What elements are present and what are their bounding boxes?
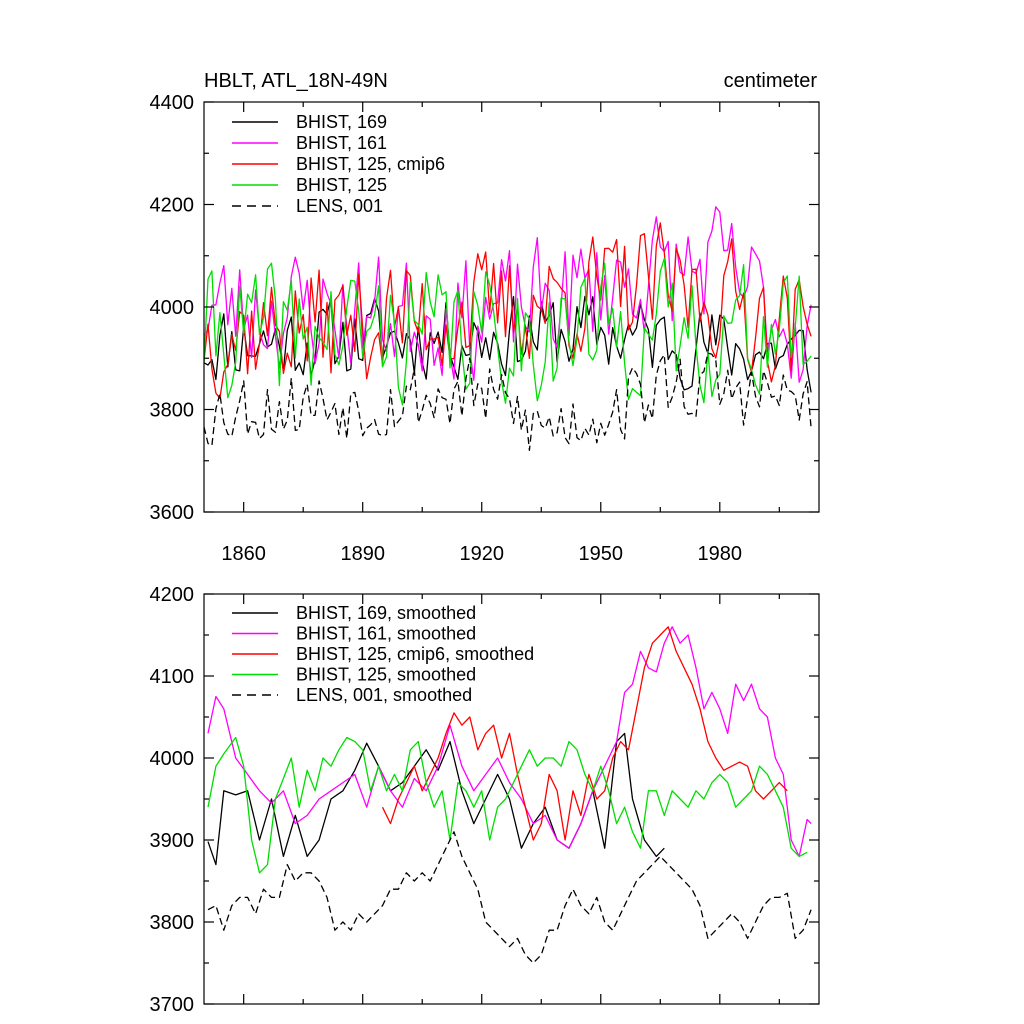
legend-label: LENS, 001 bbox=[296, 196, 383, 216]
legend-label: BHIST, 125, smoothed bbox=[296, 665, 476, 685]
legend-label: BHIST, 125, cmip6 bbox=[296, 154, 445, 174]
bottom-panel: 3700 3800 3900 4000 4100 4200 BHIST, 169, smoo… bbox=[150, 584, 820, 1016]
legend-label: BHIST, 125 bbox=[296, 175, 387, 195]
y-tick-label: 4000 bbox=[150, 748, 195, 770]
x-tick-label: 1980 bbox=[698, 543, 743, 565]
series-line-4 bbox=[204, 257, 812, 406]
series-line-1 bbox=[207, 732, 665, 866]
legend-label: BHIST, 169, smoothed bbox=[296, 603, 476, 623]
chart-title: HBLT, ATL_18N-49N bbox=[204, 70, 388, 92]
y-tick-label: 4000 bbox=[150, 297, 195, 319]
series-line-4 bbox=[207, 736, 808, 874]
series-line-5 bbox=[207, 831, 812, 964]
y-tick-label: 3900 bbox=[150, 830, 195, 852]
y-tick-label: 4100 bbox=[150, 666, 195, 688]
legend-label: BHIST, 161, smoothed bbox=[296, 624, 476, 644]
y-tick-label: 4400 bbox=[150, 92, 195, 114]
series-line-2 bbox=[204, 206, 812, 383]
legend-label: BHIST, 169 bbox=[296, 112, 387, 132]
x-tick-label: 1920 bbox=[459, 543, 504, 565]
top-panel: 3600 3800 4000 4200 4400 1860 1890 1920 1950 1980… bbox=[150, 70, 820, 565]
y-tick-label: 4200 bbox=[150, 195, 195, 217]
y-tick-label: 3800 bbox=[150, 912, 195, 934]
series-group bbox=[207, 626, 812, 964]
y-tick-label: 3600 bbox=[150, 502, 195, 524]
y-tick-label: 3800 bbox=[150, 400, 195, 422]
x-tick-label: 1890 bbox=[340, 543, 385, 565]
series-line-3 bbox=[381, 626, 788, 841]
x-tick-label: 1950 bbox=[579, 543, 624, 565]
legend-label: BHIST, 161 bbox=[296, 133, 387, 153]
y-tick-label: 4200 bbox=[150, 584, 195, 606]
series-line-2 bbox=[207, 626, 812, 858]
legend-label: BHIST, 125, cmip6, smoothed bbox=[296, 644, 534, 664]
y-tick-label: 3700 bbox=[150, 994, 195, 1016]
series-line-3 bbox=[204, 222, 812, 399]
series-group bbox=[204, 206, 812, 451]
x-tick-label: 1860 bbox=[221, 543, 266, 565]
legend-label: LENS, 001, smoothed bbox=[296, 685, 472, 705]
units-label: centimeter bbox=[724, 70, 818, 92]
series-line-5 bbox=[204, 352, 812, 451]
